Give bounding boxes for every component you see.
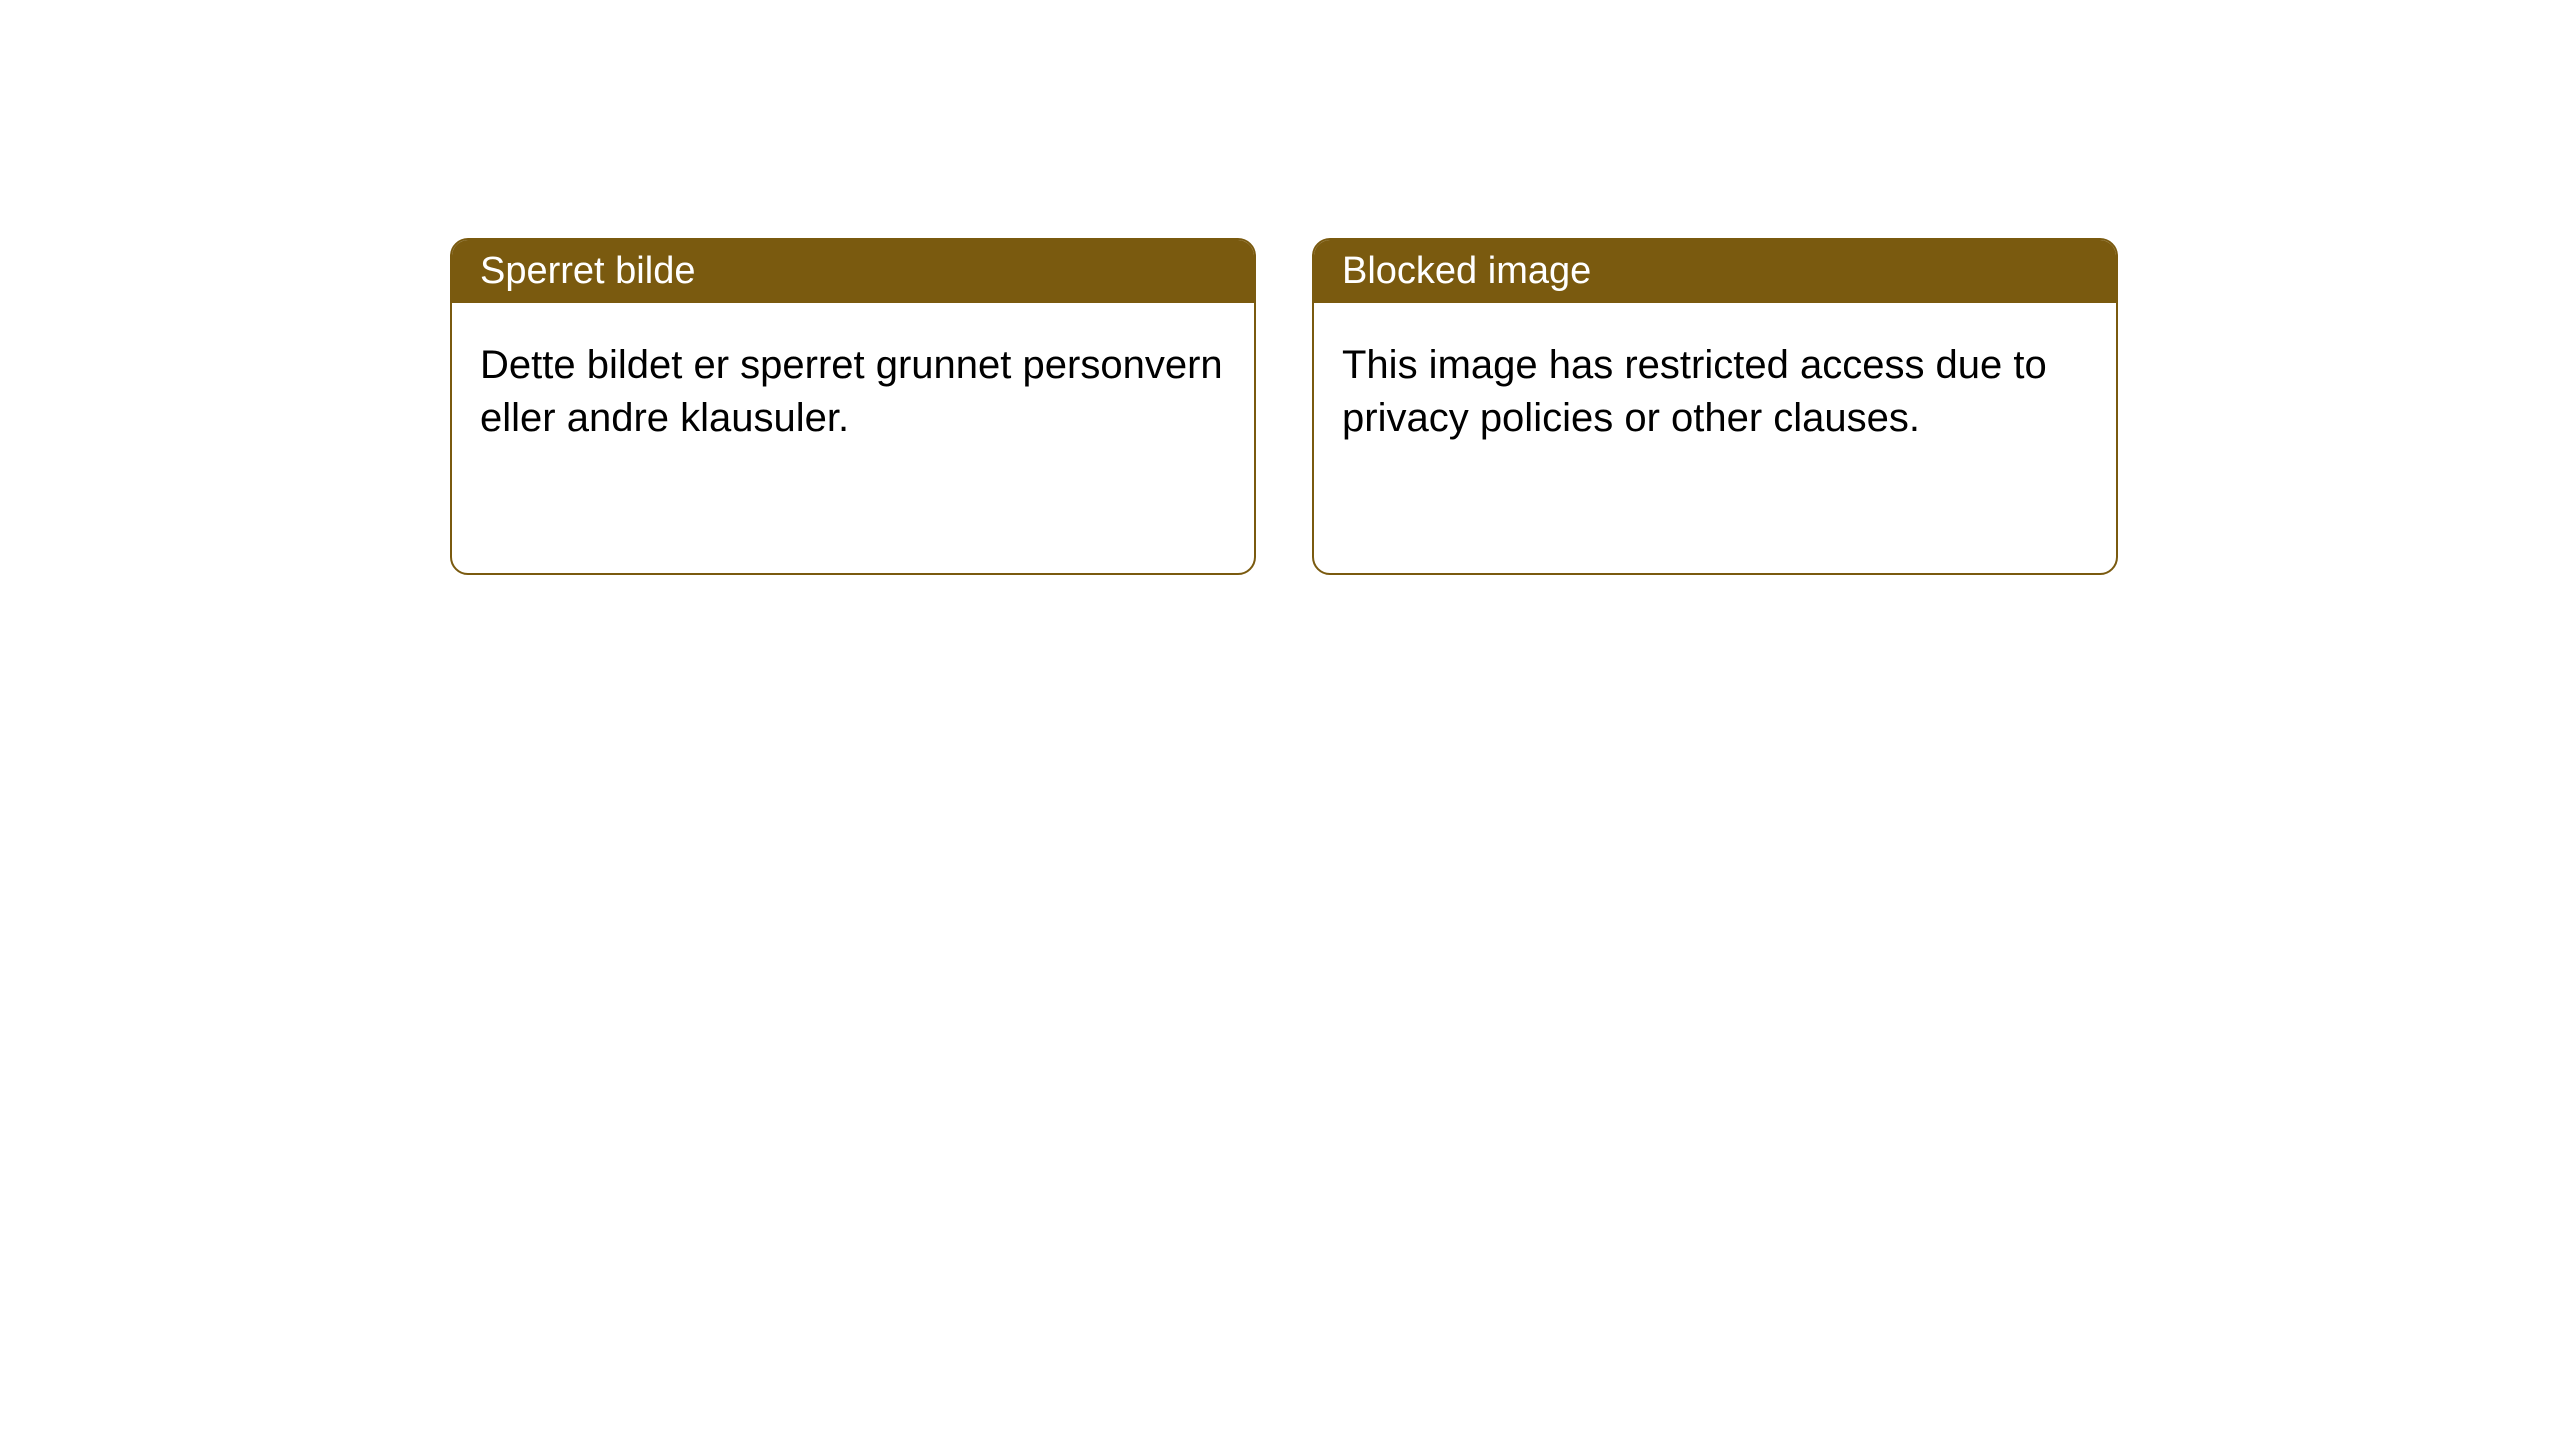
notice-title-english: Blocked image [1314,240,2116,303]
notice-box-norwegian: Sperret bilde Dette bildet er sperret gr… [450,238,1256,575]
notice-body-norwegian: Dette bildet er sperret grunnet personve… [452,303,1254,573]
notice-box-english: Blocked image This image has restricted … [1312,238,2118,575]
notice-container: Sperret bilde Dette bildet er sperret gr… [0,0,2560,575]
notice-title-norwegian: Sperret bilde [452,240,1254,303]
notice-body-english: This image has restricted access due to … [1314,303,2116,573]
